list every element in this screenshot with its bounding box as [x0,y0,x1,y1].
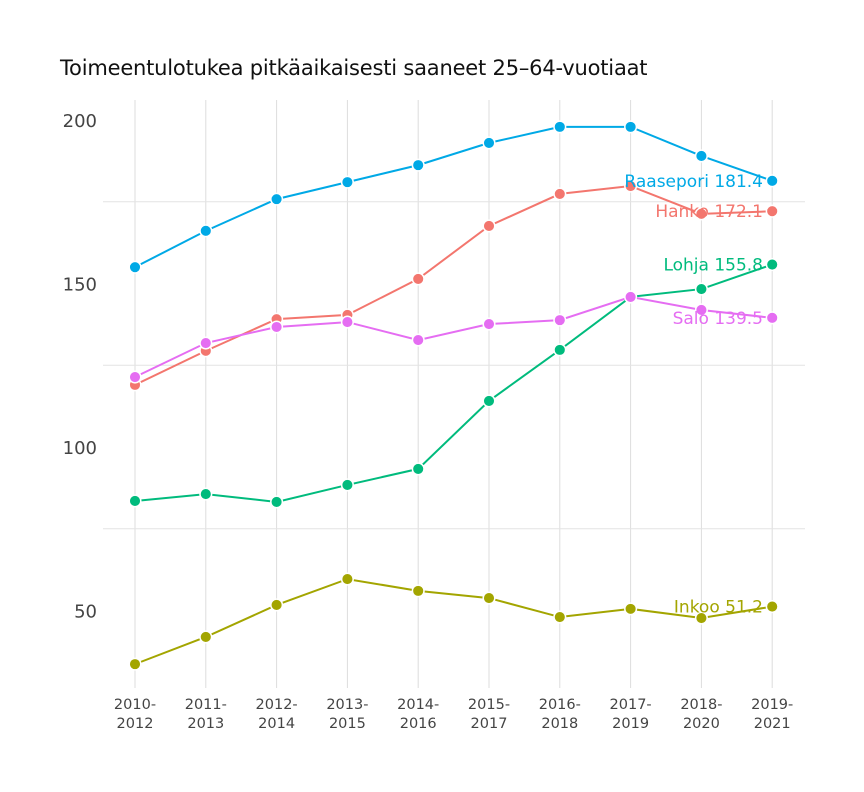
data-point [553,610,567,624]
data-point [128,494,142,508]
data-point [553,120,567,134]
data-point [624,290,638,304]
data-point [624,179,638,193]
data-point [553,343,567,357]
x-tick-label: 2012 [117,716,154,732]
data-point [482,394,496,408]
data-point [270,320,284,334]
data-point [128,370,142,384]
series-inkoo [128,572,779,671]
end-labels: Raasepori 181.4 Hanko 172.1 Lohja 155.8 Sal… [624,172,763,618]
end-label-hanko: Hanko 172.1 [655,202,763,222]
series-line [134,125,773,269]
data-point [270,495,284,509]
data-point [765,174,779,188]
x-tick-label: 2019 [612,716,649,732]
data-point [694,303,708,317]
x-tick-label: 2017- [610,697,652,713]
y-axis: 50 100 150 200 [63,111,97,623]
data-point [411,158,425,172]
x-axis: 2010- 2012 2011- 2013 2012- 2014 2013- 2015 2014… [114,697,793,732]
end-label-inkoo: Inkoo 51.2 [674,598,763,618]
data-point [411,584,425,598]
series-line [134,578,773,666]
x-tick-label: 2017 [471,716,508,732]
data-point [765,257,779,272]
data-point [553,187,567,201]
x-tick-label: 2014- [397,697,439,713]
data-point [340,572,354,586]
data-point [270,192,284,206]
x-tick-label: 2016- [539,697,581,713]
x-tick-label: 2015 [329,716,366,732]
y-tick-label: 150 [63,275,97,296]
data-point [624,120,638,134]
data-point [199,224,213,238]
data-point [765,311,779,325]
data-point [128,260,142,274]
series-lines [128,120,779,671]
y-tick-label: 50 [74,602,97,623]
data-point [340,315,354,329]
data-point [694,611,708,625]
x-tick-label: 2013- [326,697,368,713]
x-tick-label: 2012- [256,697,298,713]
x-tick-label: 2015- [468,697,510,713]
data-point [624,602,638,616]
x-tick-label: 2020 [683,716,720,732]
series-salo [128,290,779,384]
end-label-salo: Salo 139.5 [673,309,763,329]
data-point [411,333,425,347]
data-point [482,591,496,605]
data-point [270,598,284,612]
data-point [765,600,779,614]
data-point [482,219,496,233]
data-point [128,657,142,671]
data-point [199,487,213,501]
data-point [199,336,213,350]
x-tick-label: 2021 [754,716,791,732]
data-point [411,462,425,476]
chart-title: Toimeentulotukea pitkäaikaisesti saaneet… [60,56,648,80]
x-tick-label: 2013 [187,716,224,732]
end-label-raasepori: Raasepori 181.4 [624,172,763,192]
series-line [134,263,773,503]
x-tick-label: 2019- [751,697,793,713]
x-tick-label: 2018- [680,697,722,713]
x-tick-label: 2010- [114,697,156,713]
series-line [134,295,773,378]
x-tick-label: 2014 [258,716,295,732]
end-label-lohja: Lohja 155.8 [663,256,763,276]
x-tick-label: 2011- [185,697,227,713]
series-raasepori [128,120,779,274]
data-point [694,149,708,163]
data-point [482,136,496,150]
x-tick-label: 2018 [541,716,578,732]
data-point [553,313,567,327]
data-point [411,272,425,286]
data-point [340,478,354,492]
data-point [694,282,708,296]
data-point [765,204,779,218]
data-point [694,207,708,221]
y-tick-label: 200 [63,111,97,132]
y-tick-label: 100 [63,438,97,459]
data-point [340,175,354,189]
data-point [482,317,496,331]
x-tick-label: 2016 [400,716,437,732]
series-lohja [128,257,779,509]
data-point [199,630,213,644]
